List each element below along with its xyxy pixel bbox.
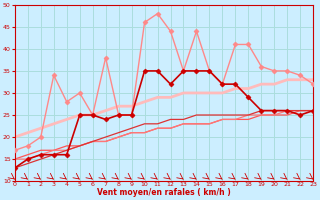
X-axis label: Vent moyen/en rafales ( km/h ): Vent moyen/en rafales ( km/h ) — [97, 188, 231, 197]
